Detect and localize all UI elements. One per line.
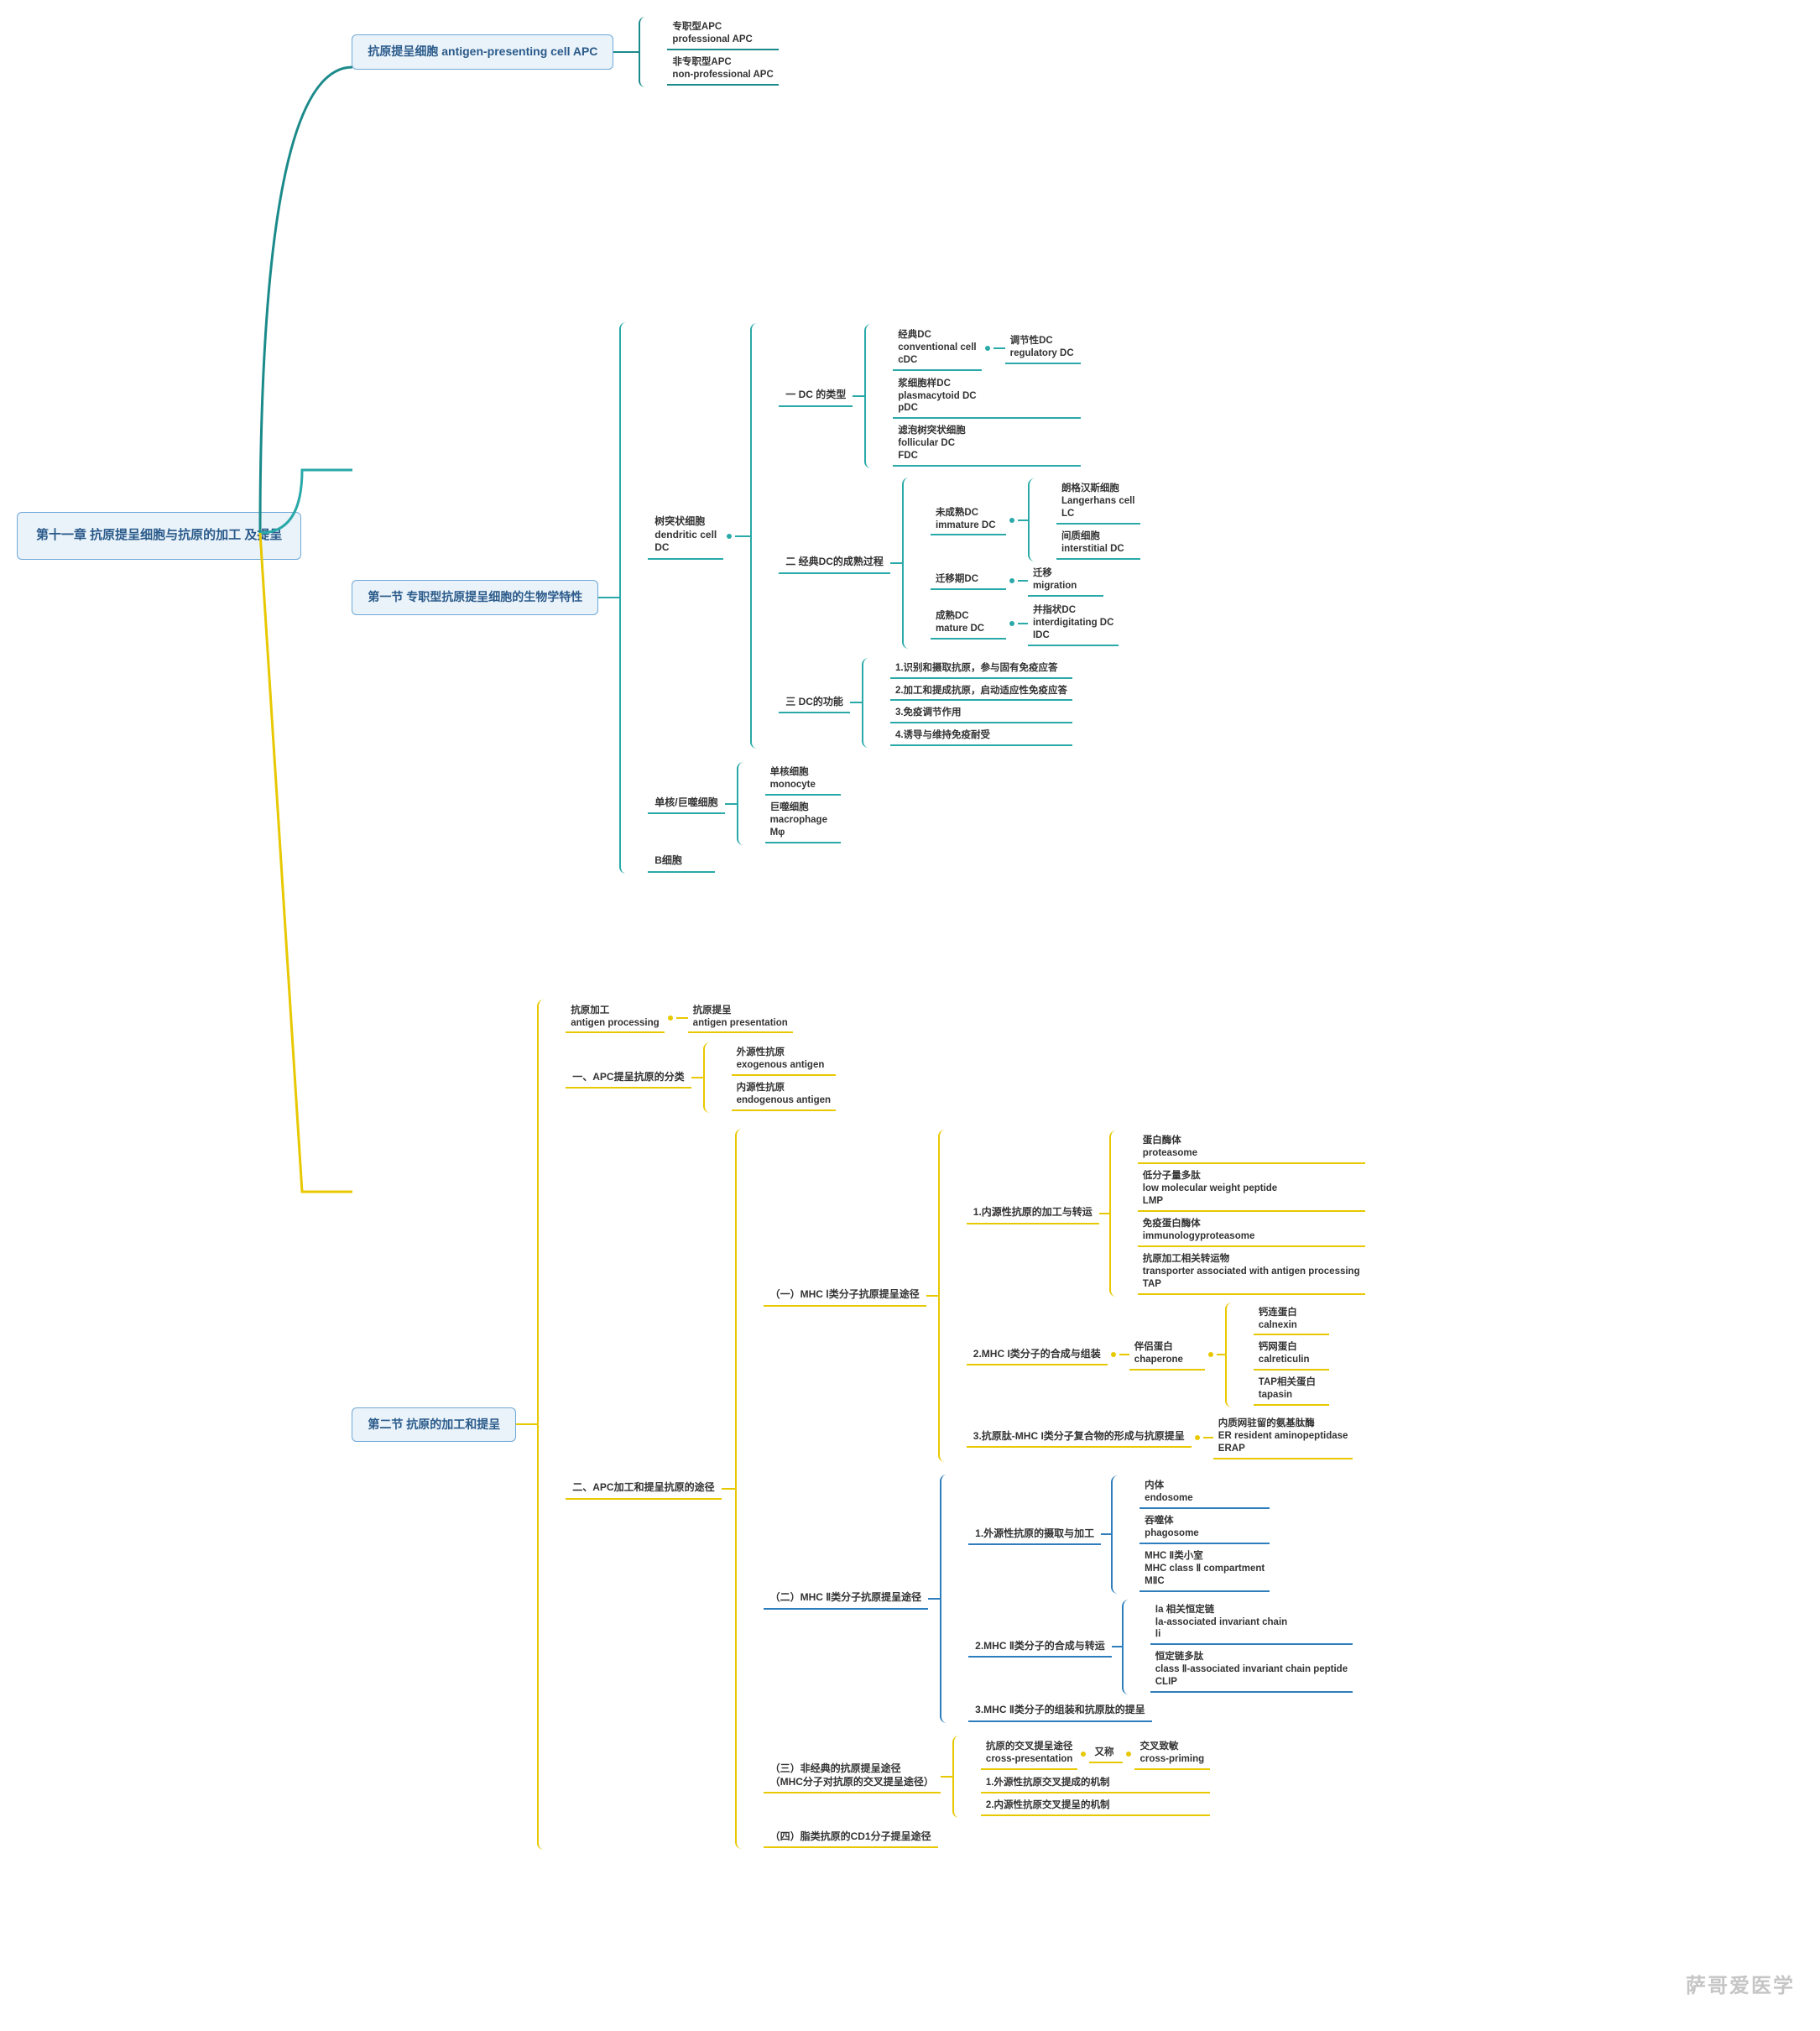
endosome[interactable]: 内体 endosome <box>1139 1477 1270 1509</box>
endo-ag[interactable]: 内源性抗原 endogenous antigen <box>732 1079 836 1111</box>
dc-imm[interactable]: 未成熟DC immature DC <box>931 504 1006 536</box>
mhc2[interactable]: （二）MHC Ⅱ类分子抗原提呈途径 <box>764 1588 929 1610</box>
miic[interactable]: MHC Ⅱ类小室 MHC class Ⅱ compartment MⅡC <box>1139 1548 1270 1592</box>
bcell-node[interactable]: B细胞 <box>648 851 715 873</box>
chaperone[interactable]: 伴侣蛋白 chaperone <box>1129 1339 1205 1371</box>
calreticulin[interactable]: 钙网蛋白 calreticulin <box>1254 1339 1329 1371</box>
cross-prime[interactable]: 交叉致敏 cross-priming <box>1134 1738 1210 1770</box>
apc-prof[interactable]: 专职型APC professional APC <box>667 18 778 50</box>
apc-class[interactable]: 一、APC提呈抗原的分类 <box>566 1068 691 1089</box>
exo-ag[interactable]: 外源性抗原 exogenous antigen <box>732 1044 836 1076</box>
cross-exo[interactable]: 1.外源性抗原交叉提成的机制 <box>981 1774 1211 1793</box>
mhc2-2[interactable]: 2.MHC Ⅱ类分子的合成与转运 <box>968 1637 1112 1658</box>
dc-node[interactable]: 树突状细胞 dendritic cell DC <box>648 512 723 560</box>
dc-int[interactable]: 间质细胞 interstitial DC <box>1056 528 1140 560</box>
ag-pres[interactable]: 抗原提呈 antigen presentation <box>688 1002 793 1034</box>
dc-f2[interactable]: 2.加工和提成抗原，启动适应性免疫应答 <box>890 682 1072 702</box>
root-title[interactable]: 第十一章 抗原提呈细胞与抗原的加工 及提呈 <box>17 512 301 560</box>
dc-f1[interactable]: 1.识别和摄取抗原，参与固有免疫应答 <box>890 660 1072 679</box>
inv-chain[interactable]: Ⅰa 相关恒定链 Ⅰa-associated invariant chain Ⅰ… <box>1150 1601 1353 1646</box>
apc-box[interactable]: 抗原提呈细胞 antigen-presenting cell APC <box>352 34 613 70</box>
dc-reg[interactable]: 调节性DC regulatory DC <box>1005 332 1081 364</box>
dc-mig[interactable]: 迁移期DC <box>931 571 1006 590</box>
mhc2-3[interactable]: 3.MHC Ⅱ类分子的组装和抗原肽的提呈 <box>968 1700 1152 1722</box>
tapasin[interactable]: TAP相关蛋白 tapasin <box>1254 1374 1329 1406</box>
cd1[interactable]: （四）脂类抗原的CD1分子提呈途径 <box>764 1827 938 1849</box>
mhc1-1[interactable]: 1.内源性抗原的加工与转运 <box>967 1203 1099 1224</box>
phagosome[interactable]: 吞噬体 phagosome <box>1139 1512 1270 1544</box>
mhc2-1[interactable]: 1.外源性抗原的摄取与加工 <box>968 1524 1101 1546</box>
erap[interactable]: 内质网驻留的氨基肽酶 ER resident aminopeptidase ER… <box>1213 1415 1353 1459</box>
branch-section2: 第二节 抗原的加工和提呈 抗原加工 antigen processing 抗原提… <box>352 1000 1364 1851</box>
dc-mature[interactable]: 二 经典DC的成熟过程 <box>779 552 890 574</box>
mhc1-3[interactable]: 3.抗原肽-MHC I类分子复合物的形成与抗原提呈 <box>967 1427 1192 1449</box>
tap[interactable]: 抗原加工相关转运物 transporter associated with an… <box>1138 1250 1365 1295</box>
section1-box[interactable]: 第一节 专职型抗原提呈细胞的生物学特性 <box>352 580 598 615</box>
branch-apc: 抗原提呈细胞 antigen-presenting cell APC 专职型AP… <box>352 17 1364 87</box>
dc-mat[interactable]: 成熟DC mature DC <box>931 608 1006 640</box>
dc-fdc[interactable]: 滤泡树突状细胞 follicular DC FDC <box>893 422 1080 467</box>
immunoprot[interactable]: 免疫蛋白酶体 immunologyproteasome <box>1138 1215 1365 1247</box>
dc-cdc[interactable]: 经典DC conventional cell cDC <box>893 326 981 371</box>
lmp[interactable]: 低分子量多肽 low molecular weight peptide LMP <box>1138 1167 1365 1212</box>
macrophage[interactable]: 巨噬细胞 macrophage Mφ <box>765 799 841 843</box>
cross-pres[interactable]: 抗原的交叉提呈途径 cross-presentation <box>981 1738 1078 1770</box>
main-branches: 抗原提呈细胞 antigen-presenting cell APC 专职型AP… <box>352 17 1364 1850</box>
mhc1-2[interactable]: 2.MHC I类分子的合成与组装 <box>967 1344 1108 1366</box>
apc-path[interactable]: 二、APC加工和提呈抗原的途径 <box>566 1478 721 1500</box>
aka[interactable]: 又称 <box>1089 1744 1123 1763</box>
calnexin[interactable]: 钙连蛋白 calnexin <box>1254 1304 1329 1336</box>
dc-mig2[interactable]: 迁移 migration <box>1028 565 1103 597</box>
dc-f4[interactable]: 4.诱导与维持免疫耐受 <box>890 727 1072 746</box>
mhc1[interactable]: （一）MHC Ⅰ类分子抗原提呈途径 <box>764 1285 926 1307</box>
branch-section1: 第一节 专职型抗原提呈细胞的生物学特性 树突状细胞 dendritic cell… <box>352 322 1364 874</box>
dc-types[interactable]: 一 DC 的类型 <box>779 385 853 407</box>
watermark: 萨哥爱医学 <box>1686 1969 1795 1998</box>
section2-box[interactable]: 第二节 抗原的加工和提呈 <box>352 1407 516 1443</box>
ag-proc[interactable]: 抗原加工 antigen processing <box>566 1002 664 1034</box>
apc-nonprof[interactable]: 非专职型APC non-professional APC <box>667 54 778 86</box>
mindmap-root: 第十一章 抗原提呈细胞与抗原的加工 及提呈 抗原提呈细胞 antigen-pre… <box>17 17 1803 1850</box>
noncl[interactable]: （三）非经典的抗原提呈途径 （MHC分子对抗原的交叉提呈途径） <box>764 1759 941 1793</box>
dc-idc[interactable]: 并指状DC interdigitating DC IDC <box>1028 602 1119 646</box>
dc-func[interactable]: 三 DC的功能 <box>779 692 850 714</box>
proteasome[interactable]: 蛋白酶体 proteasome <box>1138 1132 1365 1164</box>
clip[interactable]: 恒定链多肽 class Ⅱ-associated invariant chain… <box>1150 1648 1353 1693</box>
dc-pdc[interactable]: 浆细胞样DC plasmacytoid DC pDC <box>893 375 1080 420</box>
monocyte[interactable]: 单核细胞 monocyte <box>765 764 841 796</box>
mono-node[interactable]: 单核/巨噬细胞 <box>648 793 724 815</box>
dc-lc[interactable]: 朗格汉斯细胞 Langerhans cell LC <box>1056 480 1140 525</box>
dc-f3[interactable]: 3.免疫调节作用 <box>890 704 1072 723</box>
cross-endo[interactable]: 2.内源性抗原交叉提呈的机制 <box>981 1797 1211 1816</box>
